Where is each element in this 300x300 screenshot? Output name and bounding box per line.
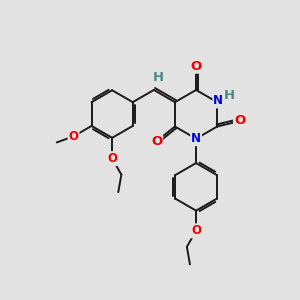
- Text: O: O: [234, 114, 245, 127]
- Text: N: N: [191, 132, 201, 145]
- Text: N: N: [213, 94, 224, 107]
- Text: O: O: [190, 60, 202, 73]
- Text: O: O: [191, 224, 201, 237]
- Text: H: H: [224, 89, 235, 102]
- Text: O: O: [68, 130, 79, 143]
- Text: H: H: [153, 71, 164, 84]
- Text: O: O: [107, 152, 117, 165]
- Text: O: O: [151, 136, 162, 148]
